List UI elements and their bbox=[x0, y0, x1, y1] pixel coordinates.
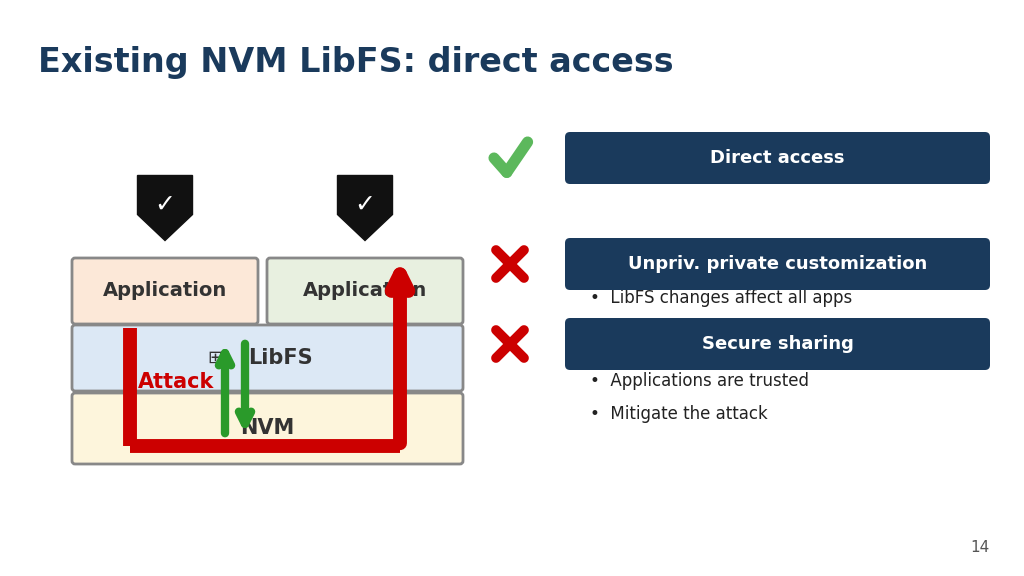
Text: ⊞: ⊞ bbox=[208, 349, 222, 367]
Text: Application: Application bbox=[303, 282, 427, 301]
Text: •  Applications are trusted: • Applications are trusted bbox=[590, 372, 809, 390]
Text: •  Mitigate the attack: • Mitigate the attack bbox=[590, 405, 768, 423]
Text: 14: 14 bbox=[971, 540, 989, 555]
FancyBboxPatch shape bbox=[267, 258, 463, 324]
Text: Attack: Attack bbox=[138, 372, 214, 392]
Polygon shape bbox=[137, 176, 193, 241]
Text: Existing NVM LibFS: direct access: Existing NVM LibFS: direct access bbox=[38, 46, 674, 79]
FancyBboxPatch shape bbox=[72, 393, 463, 464]
Text: Direct access: Direct access bbox=[711, 149, 845, 167]
Text: LibFS: LibFS bbox=[248, 348, 312, 368]
Text: Application: Application bbox=[102, 282, 227, 301]
Text: ✓: ✓ bbox=[354, 193, 376, 217]
FancyBboxPatch shape bbox=[72, 325, 463, 391]
FancyBboxPatch shape bbox=[72, 258, 258, 324]
FancyBboxPatch shape bbox=[565, 318, 990, 370]
Text: Secure sharing: Secure sharing bbox=[701, 335, 853, 353]
Text: NVM: NVM bbox=[241, 419, 295, 438]
Text: •  LibFS changes affect all apps: • LibFS changes affect all apps bbox=[590, 289, 852, 307]
FancyBboxPatch shape bbox=[565, 132, 990, 184]
FancyBboxPatch shape bbox=[565, 238, 990, 290]
Text: Unpriv. private customization: Unpriv. private customization bbox=[628, 255, 927, 273]
Polygon shape bbox=[338, 176, 392, 241]
Text: ✓: ✓ bbox=[155, 193, 175, 217]
